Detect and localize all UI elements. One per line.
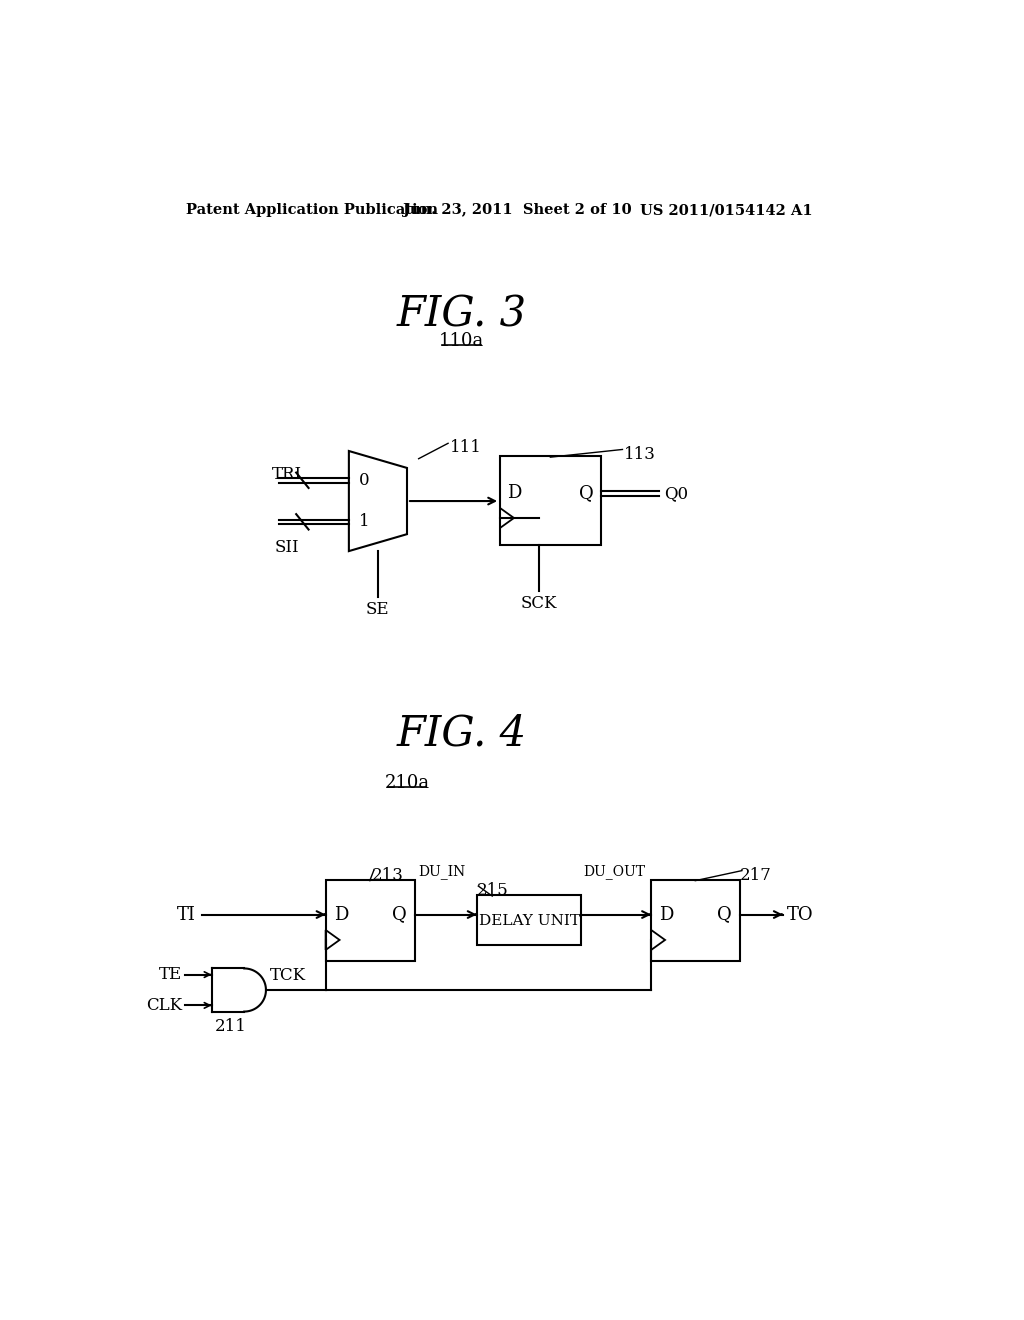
- Text: D: D: [334, 906, 348, 924]
- Text: 211: 211: [215, 1018, 247, 1035]
- Text: SCK: SCK: [520, 595, 557, 612]
- Text: TCK: TCK: [270, 966, 306, 983]
- Text: SII: SII: [274, 539, 299, 556]
- Text: Jun. 23, 2011  Sheet 2 of 10: Jun. 23, 2011 Sheet 2 of 10: [403, 203, 632, 216]
- Text: 217: 217: [740, 867, 772, 884]
- Text: 215: 215: [477, 882, 509, 899]
- Text: 213: 213: [372, 867, 404, 884]
- Text: Q: Q: [392, 906, 407, 924]
- Bar: [500, 457, 601, 545]
- Text: DU_OUT: DU_OUT: [584, 865, 646, 879]
- Bar: [326, 880, 415, 961]
- Text: Q: Q: [718, 906, 732, 924]
- Text: TO: TO: [786, 906, 813, 924]
- Text: 210a: 210a: [384, 775, 429, 792]
- Text: TRI: TRI: [271, 466, 302, 483]
- Text: FIG. 3: FIG. 3: [396, 293, 526, 335]
- Text: TE: TE: [159, 966, 182, 983]
- Bar: [477, 895, 582, 945]
- Text: DU_IN: DU_IN: [419, 865, 466, 879]
- Text: CLK: CLK: [146, 997, 182, 1014]
- Text: Q: Q: [580, 484, 594, 503]
- Text: DELAY UNIT: DELAY UNIT: [478, 913, 580, 928]
- Text: TI: TI: [176, 906, 196, 924]
- Text: 111: 111: [450, 440, 481, 457]
- Text: 110a: 110a: [438, 331, 484, 350]
- Bar: [651, 880, 740, 961]
- Text: FIG. 4: FIG. 4: [396, 713, 526, 755]
- Text: D: D: [659, 906, 674, 924]
- Text: 0: 0: [359, 471, 370, 488]
- Text: 1: 1: [359, 513, 370, 531]
- Text: US 2011/0154142 A1: US 2011/0154142 A1: [640, 203, 812, 216]
- Text: SE: SE: [366, 601, 389, 618]
- Text: Q0: Q0: [665, 484, 688, 502]
- Text: Patent Application Publication: Patent Application Publication: [186, 203, 438, 216]
- Text: D: D: [507, 484, 521, 503]
- Text: 113: 113: [624, 446, 656, 462]
